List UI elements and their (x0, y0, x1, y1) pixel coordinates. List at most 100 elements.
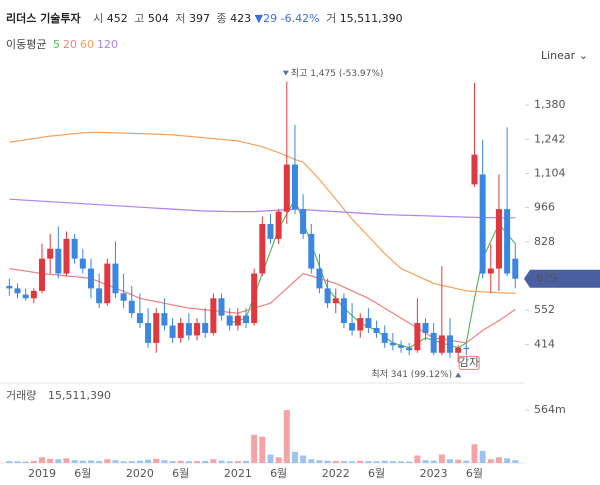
candle-body (495, 209, 502, 269)
volume-bar (267, 454, 274, 463)
scale-mode[interactable]: Linear (541, 49, 576, 62)
x-tick-label: 2019 (28, 467, 56, 480)
volume-bar (218, 460, 225, 463)
change-arrow: ▼ (254, 12, 264, 25)
legend-entry[interactable]: 120 (96, 38, 118, 51)
x-tick-label: 2022 (322, 467, 350, 480)
high-marker (282, 70, 289, 76)
volume-bar (349, 461, 356, 463)
high-label: 고 (134, 12, 145, 25)
volume-bar (373, 461, 380, 463)
x-tick-label: 6월 (270, 467, 287, 480)
candle-body (226, 315, 233, 326)
legend-entry[interactable]: 20 (62, 38, 77, 51)
candle-body (406, 347, 413, 351)
candle-body (487, 268, 494, 274)
volume-bar (136, 460, 143, 463)
volume-bar (291, 451, 298, 463)
y-tick-label: 414 (534, 337, 555, 350)
volume-bar (471, 444, 478, 463)
volume-bar (504, 458, 511, 463)
candle-body (6, 285, 13, 289)
candle-body (340, 298, 347, 324)
volume-bar (259, 436, 266, 463)
volume-bar (438, 454, 445, 463)
candle-body (316, 268, 323, 289)
volume-bar (153, 458, 160, 463)
volume-tick-label: 564m (534, 403, 566, 416)
last-price-label: 679 (536, 272, 557, 285)
volume-bar (47, 458, 54, 463)
candle-body (504, 209, 511, 274)
volume-bar (414, 455, 421, 463)
candle-body (218, 298, 225, 316)
candle-body (422, 323, 429, 333)
volume-bar (96, 460, 103, 463)
candle-body (104, 263, 111, 304)
candle-body (275, 211, 282, 239)
x-tick-label: 2023 (420, 467, 448, 480)
volume-bar (422, 460, 429, 463)
volume-bar (357, 460, 364, 463)
volume-bar (251, 434, 258, 463)
candle-body (87, 268, 94, 289)
candle-body (202, 323, 209, 333)
volume-bar (87, 460, 94, 463)
candle-body (357, 318, 364, 331)
volume-bar (145, 459, 152, 463)
candle-body (479, 174, 486, 274)
volume-bar (487, 459, 494, 463)
candle-body (30, 290, 37, 299)
chevron[interactable]: ⌄ (578, 49, 588, 62)
low-value: 397 (189, 12, 211, 25)
event-badge-label: 감자 (459, 356, 479, 369)
stock-name: 리더스 기술투자 (6, 12, 81, 25)
ma-line (9, 131, 516, 294)
volume-bar (202, 460, 209, 463)
low-label: 저 (175, 12, 186, 25)
legend-entry[interactable]: 60 (79, 38, 94, 51)
y-tick-label: 552 (534, 303, 555, 316)
candle-body (243, 315, 249, 324)
candle-body (14, 288, 21, 294)
volume-bar (55, 459, 62, 463)
low-annotation: 최저 341 (99.12%) (371, 369, 452, 380)
ma-line (229, 197, 516, 349)
candle-body (283, 164, 290, 212)
change-percent: -6.42% (280, 12, 320, 25)
volume-bar (112, 460, 119, 463)
candle-body (365, 318, 372, 328)
volume-bar (22, 461, 29, 463)
legend-entry[interactable]: 5 (52, 38, 60, 51)
volume-bar (177, 460, 184, 463)
legend-title: 이동평균 (6, 38, 47, 51)
candle-body (22, 294, 29, 299)
volume-bar (120, 461, 127, 463)
candle-body (96, 288, 103, 304)
candle-body (373, 328, 380, 333)
volume-bar (463, 460, 470, 463)
candle-body (55, 248, 62, 274)
change-value: 29 (263, 12, 278, 25)
scale-selector[interactable]: Linear ⌄ (541, 49, 588, 62)
ma-legend: 이동평균 5 20 60 120 (6, 36, 121, 52)
volume-bar (398, 461, 405, 463)
y-tick-label: 1,242 (534, 132, 566, 145)
volume-bar (332, 460, 339, 463)
volume-bar (128, 461, 135, 463)
candle-body (414, 323, 421, 351)
candle-body (39, 258, 45, 291)
candle-body (267, 224, 274, 239)
volume-bar (455, 459, 462, 463)
x-tick-label: 2021 (224, 467, 252, 480)
volume-bar (308, 459, 315, 463)
volume-title: 거래량 (6, 389, 36, 402)
candle-body (145, 323, 152, 343)
y-tick-label: 966 (534, 201, 555, 214)
candle-body (153, 313, 160, 343)
high-value: 504 (147, 12, 169, 25)
candle-body (63, 238, 70, 274)
candle-body (300, 209, 307, 234)
